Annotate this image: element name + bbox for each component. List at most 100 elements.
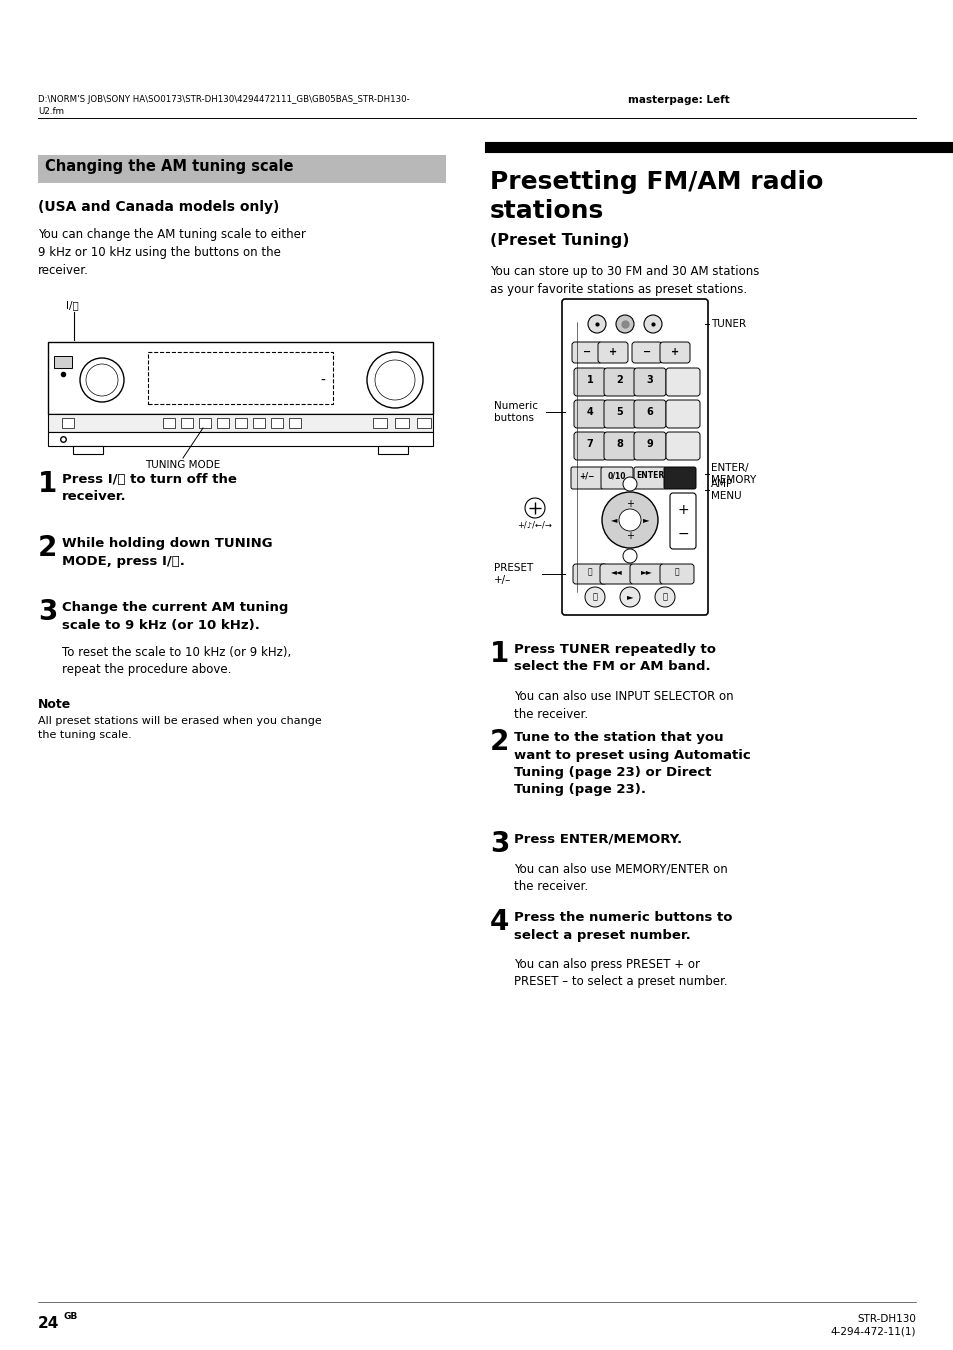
FancyBboxPatch shape <box>669 493 696 549</box>
Text: -: - <box>320 374 325 387</box>
Text: ⏩: ⏩ <box>661 593 667 602</box>
Bar <box>73 446 103 454</box>
FancyBboxPatch shape <box>665 400 700 428</box>
Text: TUNING MODE: TUNING MODE <box>145 460 220 470</box>
Bar <box>48 432 433 446</box>
FancyBboxPatch shape <box>629 564 663 585</box>
Bar <box>48 342 433 414</box>
Text: 4: 4 <box>586 406 593 417</box>
Text: +: + <box>670 347 679 356</box>
Bar <box>395 418 409 428</box>
Text: Press TUNER repeatedly to
select the FM or AM band.: Press TUNER repeatedly to select the FM … <box>514 643 716 674</box>
Text: ◄◄: ◄◄ <box>611 567 622 576</box>
Text: −: − <box>677 526 688 541</box>
Text: 24: 24 <box>38 1316 59 1331</box>
Text: +: + <box>677 504 688 517</box>
Bar <box>377 446 408 454</box>
Text: STR-DH130: STR-DH130 <box>856 1314 915 1324</box>
Text: PRESET
+/–: PRESET +/– <box>494 563 533 585</box>
Text: −: − <box>582 347 591 356</box>
FancyBboxPatch shape <box>665 432 700 460</box>
Text: 1: 1 <box>490 640 509 668</box>
Text: Numeric
buttons: Numeric buttons <box>494 401 537 423</box>
Text: ENTER: ENTER <box>636 471 663 481</box>
FancyBboxPatch shape <box>603 369 636 396</box>
Text: 1: 1 <box>38 470 57 498</box>
Circle shape <box>601 491 658 548</box>
Text: Change the current AM tuning
scale to 9 kHz (or 10 kHz).: Change the current AM tuning scale to 9 … <box>62 601 288 632</box>
Circle shape <box>80 358 124 402</box>
Text: Press ENTER/MEMORY.: Press ENTER/MEMORY. <box>514 833 681 846</box>
Text: (Preset Tuning): (Preset Tuning) <box>490 234 629 248</box>
Text: U2.fm: U2.fm <box>38 107 64 116</box>
Text: Presetting FM/AM radio
stations: Presetting FM/AM radio stations <box>490 170 822 223</box>
FancyBboxPatch shape <box>571 467 602 489</box>
Circle shape <box>524 498 544 518</box>
Text: To reset the scale to 10 kHz (or 9 kHz),
repeat the procedure above.: To reset the scale to 10 kHz (or 9 kHz),… <box>62 647 291 676</box>
Bar <box>148 352 333 404</box>
Text: +: + <box>608 347 617 356</box>
Text: You can also use INPUT SELECTOR on
the receiver.: You can also use INPUT SELECTOR on the r… <box>514 690 733 721</box>
Text: −: − <box>642 347 650 356</box>
Text: ENTER/
MEMORY: ENTER/ MEMORY <box>710 463 756 485</box>
Text: Press the numeric buttons to
select a preset number.: Press the numeric buttons to select a pr… <box>514 911 732 941</box>
Text: Note: Note <box>38 698 71 711</box>
Text: 3: 3 <box>38 598 57 626</box>
Circle shape <box>584 587 604 608</box>
Bar <box>54 356 71 369</box>
Text: ►: ► <box>626 593 633 602</box>
FancyBboxPatch shape <box>663 467 696 489</box>
Text: 2: 2 <box>38 535 57 562</box>
Bar <box>48 414 433 432</box>
Text: You can also use MEMORY/ENTER on
the receiver.: You can also use MEMORY/ENTER on the rec… <box>514 863 727 892</box>
Bar <box>163 418 174 428</box>
FancyBboxPatch shape <box>600 467 633 489</box>
Bar <box>38 155 446 184</box>
Text: You can store up to 30 FM and 30 AM stations
as your favorite stations as preset: You can store up to 30 FM and 30 AM stat… <box>490 265 759 296</box>
Text: ◄: ◄ <box>610 516 617 525</box>
Text: 3: 3 <box>490 830 509 859</box>
FancyBboxPatch shape <box>561 298 707 616</box>
Circle shape <box>375 360 415 400</box>
FancyBboxPatch shape <box>572 342 601 363</box>
Circle shape <box>616 315 634 333</box>
Text: 3: 3 <box>646 375 653 385</box>
Circle shape <box>587 315 605 333</box>
Text: +: + <box>625 531 634 541</box>
FancyBboxPatch shape <box>598 342 627 363</box>
Text: D:\NORM'S JOB\SONY HA\SO0173\STR-DH130\4294472111_GB\GB05BAS_STR-DH130-: D:\NORM'S JOB\SONY HA\SO0173\STR-DH130\4… <box>38 95 410 104</box>
Text: 7: 7 <box>586 439 593 450</box>
FancyBboxPatch shape <box>599 564 634 585</box>
Text: 4: 4 <box>490 909 509 936</box>
Text: You can also press PRESET + or
PRESET – to select a preset number.: You can also press PRESET + or PRESET – … <box>514 958 727 988</box>
Text: ►►: ►► <box>640 567 652 576</box>
FancyBboxPatch shape <box>603 432 636 460</box>
FancyBboxPatch shape <box>659 342 689 363</box>
Text: AMP
MENU: AMP MENU <box>710 479 740 501</box>
FancyBboxPatch shape <box>634 369 665 396</box>
Text: 5: 5 <box>616 406 622 417</box>
Bar <box>416 418 431 428</box>
Text: All preset stations will be erased when you change
the tuning scale.: All preset stations will be erased when … <box>38 716 321 740</box>
Text: 4-294-472-11(1): 4-294-472-11(1) <box>830 1326 915 1336</box>
Text: You can change the AM tuning scale to either
9 kHz or 10 kHz using the buttons o: You can change the AM tuning scale to ei… <box>38 228 306 277</box>
Text: ⏮: ⏮ <box>587 567 592 576</box>
FancyBboxPatch shape <box>574 432 605 460</box>
FancyBboxPatch shape <box>634 467 665 489</box>
Text: +: + <box>625 500 634 509</box>
Bar <box>62 418 74 428</box>
Bar <box>373 418 387 428</box>
Circle shape <box>367 352 422 408</box>
Text: 9: 9 <box>646 439 653 450</box>
Text: ⏭: ⏭ <box>674 567 679 576</box>
Bar <box>289 418 301 428</box>
Bar <box>234 418 247 428</box>
Circle shape <box>622 477 637 491</box>
Bar <box>253 418 265 428</box>
Text: While holding down TUNING
MODE, press I/⏻.: While holding down TUNING MODE, press I/… <box>62 537 273 567</box>
FancyBboxPatch shape <box>574 369 605 396</box>
Text: 1: 1 <box>586 375 593 385</box>
FancyBboxPatch shape <box>603 400 636 428</box>
Bar <box>271 418 283 428</box>
Text: 0/10: 0/10 <box>607 471 625 481</box>
